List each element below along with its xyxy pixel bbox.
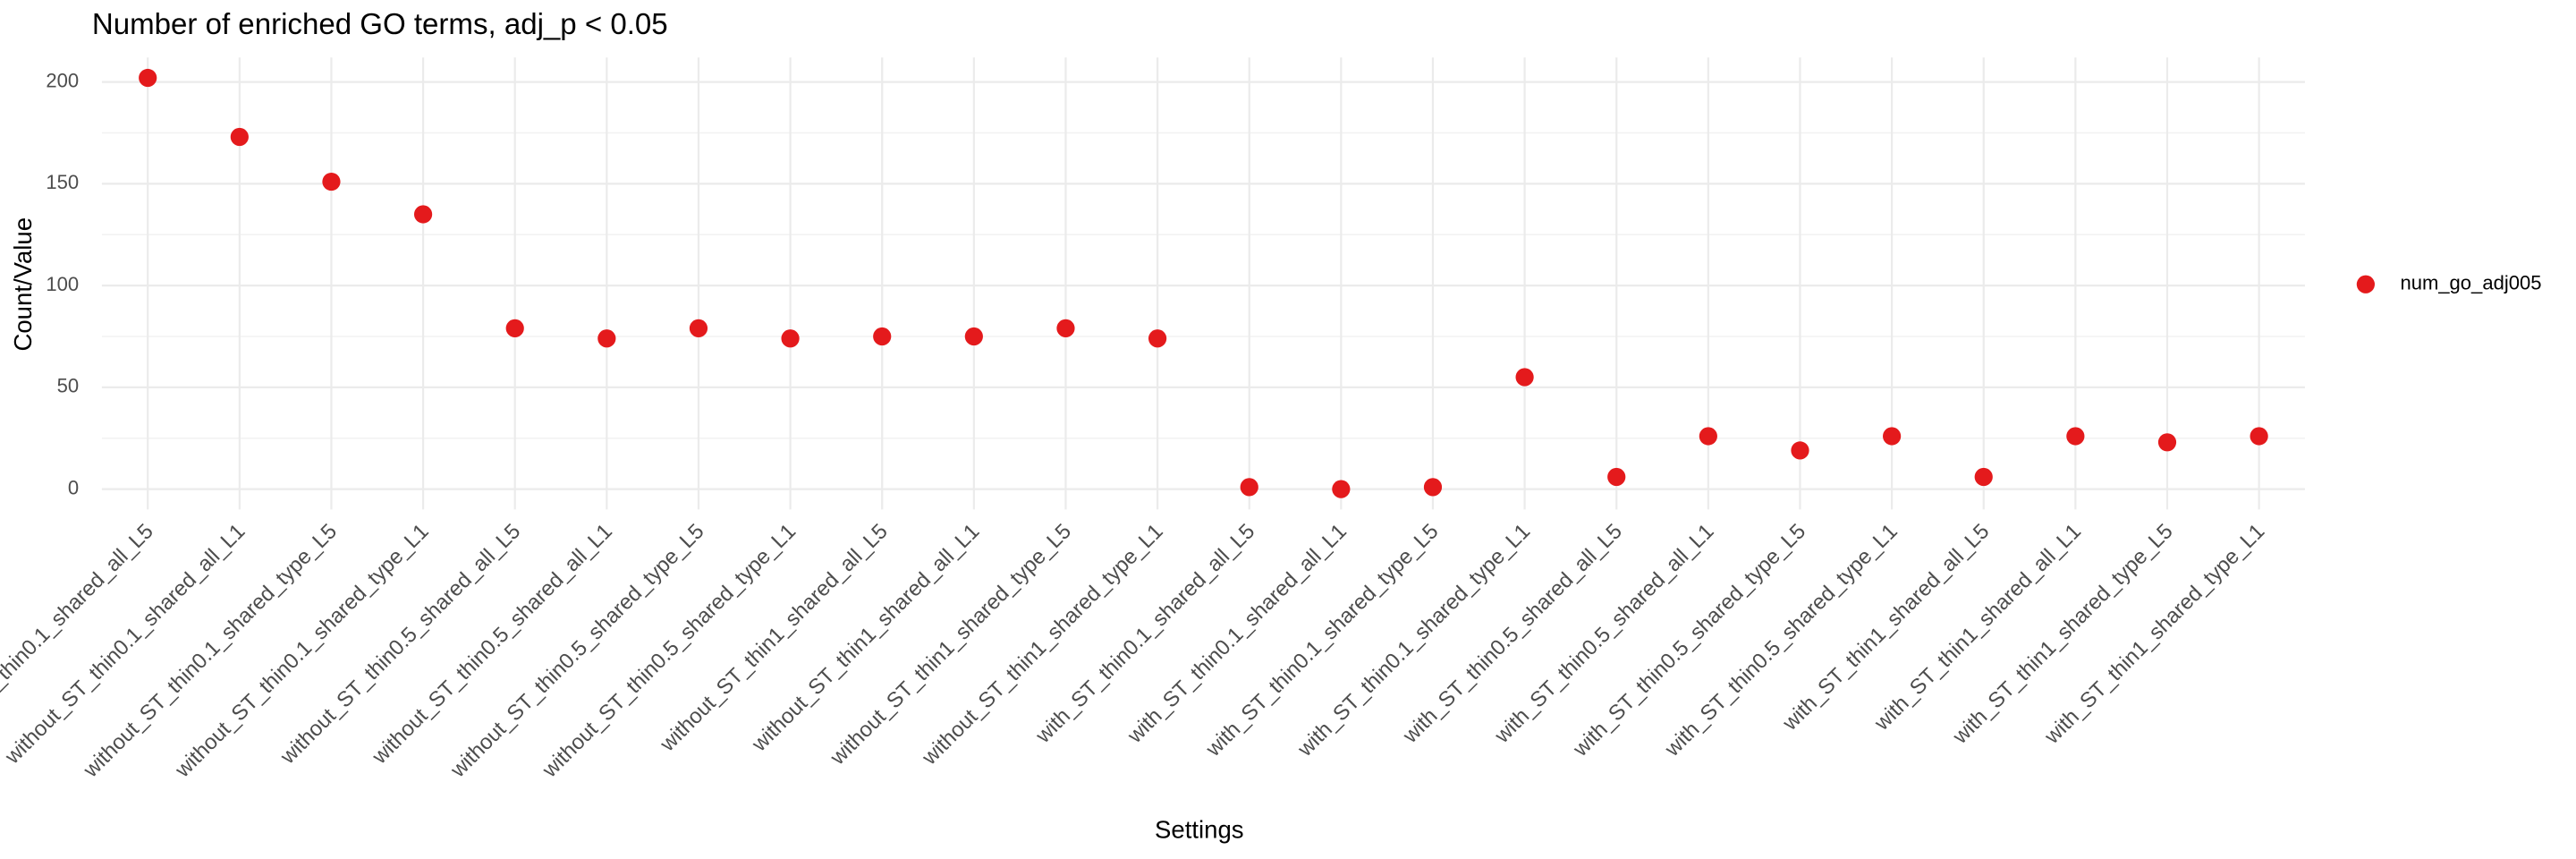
point — [1423, 478, 1443, 497]
point — [1974, 467, 1993, 487]
legend-key — [2356, 275, 2375, 293]
point — [1240, 478, 1258, 497]
point — [1607, 467, 1626, 487]
point — [1056, 319, 1075, 337]
point — [1332, 480, 1351, 498]
grid — [101, 57, 2305, 510]
point — [139, 68, 157, 88]
point — [2157, 433, 2177, 452]
y-tick-label: 50 — [57, 375, 80, 397]
y-tick-label: 200 — [46, 69, 79, 91]
point — [1148, 329, 1167, 348]
point — [2250, 427, 2268, 446]
y-axis-label: Count/Value — [9, 217, 37, 352]
marks — [139, 68, 2268, 498]
point — [964, 327, 983, 346]
point — [1515, 368, 1534, 387]
point — [1699, 427, 1717, 446]
x-axis-label: Settings — [1155, 816, 1244, 844]
point — [1883, 427, 1902, 446]
point — [413, 205, 433, 224]
legend-label: num_go_adj005 — [2400, 272, 2541, 294]
point — [781, 329, 800, 348]
point — [2066, 427, 2085, 446]
point — [322, 172, 341, 191]
chart-title: Number of enriched GO terms, adj_p < 0.0… — [92, 8, 668, 41]
y-tick-label: 150 — [46, 171, 79, 193]
point — [505, 319, 524, 337]
point — [689, 319, 708, 337]
point — [873, 327, 892, 346]
point — [1791, 441, 1809, 460]
y-tick-label: 100 — [46, 273, 79, 295]
point — [597, 329, 616, 348]
point — [230, 127, 249, 147]
y-tick-label: 0 — [68, 476, 79, 498]
